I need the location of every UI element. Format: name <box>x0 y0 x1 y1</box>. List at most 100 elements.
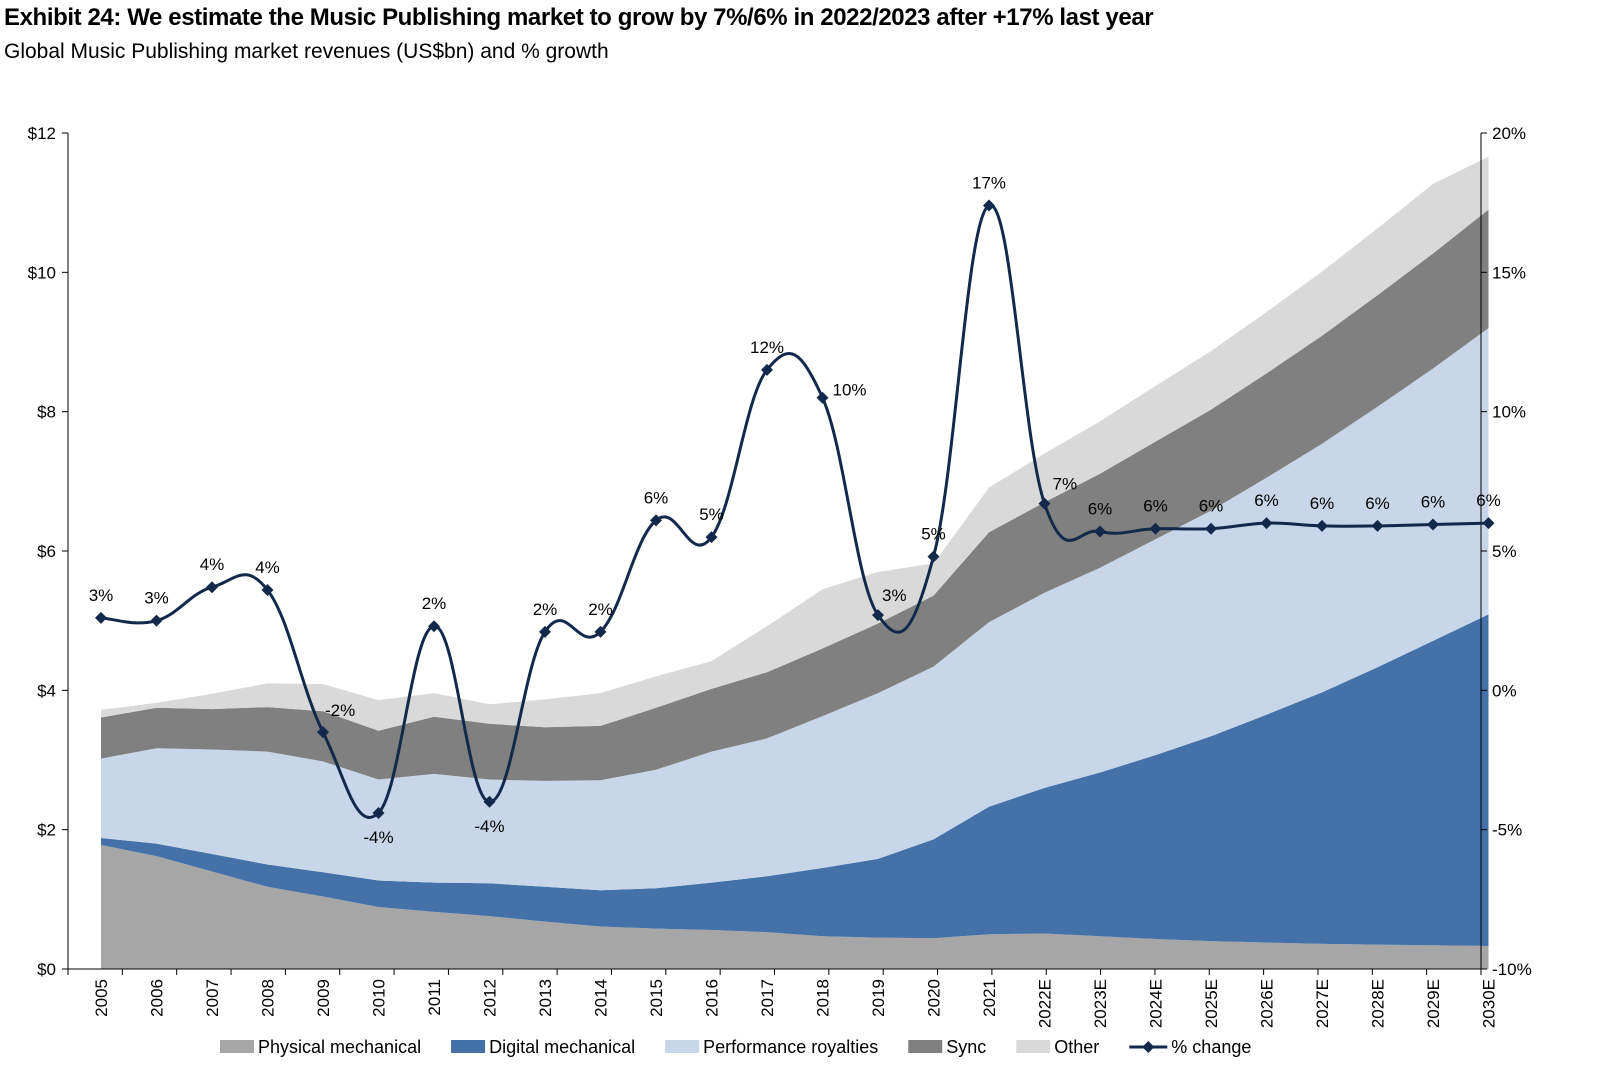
percent-change-data-label: 6% <box>1254 491 1279 510</box>
percent-change-point <box>927 550 940 563</box>
area-physical-mechanical <box>101 845 1489 969</box>
left-axis-tick-label: $12 <box>28 124 56 143</box>
percent-change-point <box>483 795 496 808</box>
x-axis-tick-label: 2009 <box>314 979 333 1017</box>
percent-change-data-label: 6% <box>1088 499 1113 518</box>
percent-change-point <box>650 514 662 527</box>
percent-change-point <box>1371 519 1384 532</box>
x-axis-tick-label: 2016 <box>703 979 722 1017</box>
x-axis-tick-label: 2025E <box>1202 979 1221 1028</box>
percent-change-point <box>95 611 107 624</box>
x-axis-tick-label: 2029E <box>1424 979 1443 1028</box>
percent-change-data-label: 6% <box>1310 494 1335 513</box>
percent-change-data-label: 4% <box>200 555 225 574</box>
x-axis-tick-label: 2023E <box>1091 979 1110 1028</box>
right-axis-tick-label: 15% <box>1492 263 1526 282</box>
legend-swatch-performance-royalties <box>665 1040 700 1053</box>
legend-swatch-sync <box>908 1040 943 1053</box>
percent-change-point <box>372 806 385 819</box>
percent-change-point <box>705 531 718 544</box>
x-axis-tick-label: 2012 <box>481 979 500 1017</box>
right-axis-tick-label: 10% <box>1492 403 1526 422</box>
right-axis-tick-label: -10% <box>1492 960 1532 979</box>
x-axis-tick-label: 2018 <box>814 979 833 1017</box>
left-axis-tick-label: $0 <box>37 960 56 979</box>
left-axis-tick-label: $2 <box>37 821 56 840</box>
x-axis-tick-label: 2028E <box>1369 979 1388 1028</box>
legend-label-physical-mechanical: Physical mechanical <box>258 1037 421 1057</box>
left-axis-tick-label: $6 <box>37 542 56 561</box>
percent-change-point <box>1205 522 1217 535</box>
percent-change-data-label: 17% <box>972 173 1006 192</box>
x-axis-tick-label: 2014 <box>592 979 611 1017</box>
x-axis-tick-label: 2017 <box>758 979 777 1017</box>
legend-marker-percent-change <box>1142 1041 1155 1053</box>
stacked-areas <box>101 156 1489 969</box>
percent-change-point <box>317 726 329 739</box>
percent-change-data-label: 12% <box>750 338 784 357</box>
percent-change-data-label: 6% <box>1421 493 1446 512</box>
percent-change-point <box>1482 517 1495 530</box>
legend-swatch-digital-mechanical <box>451 1040 486 1053</box>
right-axis-tick-label: 20% <box>1492 124 1526 143</box>
percent-change-data-label: 2% <box>422 594 447 613</box>
area-sync <box>101 209 1489 781</box>
percent-change-point <box>816 391 829 404</box>
percent-change-data-label: 3% <box>89 586 114 605</box>
percent-change-point <box>594 625 607 638</box>
right-axis-tick-label: 0% <box>1492 681 1517 700</box>
percent-change-data-label: 2% <box>588 600 613 619</box>
legend-swatch-other <box>1016 1040 1051 1053</box>
x-axis-tick-label: 2010 <box>370 979 389 1017</box>
percent-change-point <box>539 625 551 638</box>
legend-label-digital-mechanical: Digital mechanical <box>489 1037 635 1057</box>
percent-change-data-label: -2% <box>325 701 355 720</box>
percent-change-data-label: 4% <box>255 558 280 577</box>
legend-label-sync: Sync <box>946 1037 986 1057</box>
chart-title: Exhibit 24: We estimate the Music Publis… <box>4 4 1154 31</box>
axes: $0 $2 $4 $6 $8 $10 $12 -10% -5% 0% 5% 10% 15% 20% 2005… <box>28 124 1532 1028</box>
legend-swatch-physical-mechanical <box>220 1040 254 1053</box>
percent-change-data-label: 6% <box>1365 494 1390 513</box>
x-axis-tick-label: 2020 <box>925 979 944 1017</box>
percent-change-data-label: 6% <box>644 488 669 507</box>
x-axis-tick-label: 2030E <box>1480 979 1499 1028</box>
percent-change-data-label: 5% <box>921 525 946 544</box>
legend-label-performance-royalties: Performance royalties <box>703 1037 878 1057</box>
percent-change-data-label: 5% <box>699 505 724 524</box>
right-axis-tick-label: -5% <box>1492 821 1522 840</box>
percent-change-point <box>261 584 274 597</box>
percent-change-point <box>206 581 218 594</box>
chart-subtitle: Global Music Publishing market revenues … <box>4 40 609 63</box>
x-axis-tick-label: 2024E <box>1147 979 1166 1028</box>
percent-change-data-label: 6% <box>1476 491 1501 510</box>
x-axis-tick-label: 2015 <box>647 979 666 1017</box>
percent-change-point <box>1427 518 1439 531</box>
legend: Physical mechanical Digital mechanical Per… <box>220 1037 1251 1057</box>
percent-change-data-label: -4% <box>474 817 504 836</box>
percent-change-point <box>872 609 884 622</box>
x-axis-tick-label: 2008 <box>259 979 278 1017</box>
legend-label-other: Other <box>1054 1037 1099 1057</box>
percent-change-data-label: 2% <box>533 600 558 619</box>
x-axis-tick-label: 2022E <box>1036 979 1055 1028</box>
legend-label-percent-change: % change <box>1171 1037 1251 1057</box>
percent-change-point <box>1038 497 1051 510</box>
percent-change-point <box>1094 525 1106 538</box>
left-axis-tick-label: $10 <box>28 263 56 282</box>
x-axis-tick-label: 2013 <box>536 979 555 1017</box>
left-axis-tick-label: $8 <box>37 403 56 422</box>
percent-change-point <box>761 363 773 376</box>
x-axis-tick-label: 2007 <box>203 979 222 1017</box>
x-axis-tick-label: 2027E <box>1313 979 1332 1028</box>
percent-change-point <box>1316 519 1328 532</box>
percent-change-point <box>428 620 440 633</box>
percent-change-data-label: 7% <box>1053 475 1078 494</box>
area-performance-royalties <box>101 328 1489 891</box>
left-axis-tick-label: $4 <box>37 681 56 700</box>
x-axis-tick-label: 2005 <box>92 979 111 1017</box>
percent-change-line: 3% 3% 4% 4% -2% -4% 2% -4% 2% 2% 6% 5% 12% 10% 3% 5% 17%… <box>89 173 1501 846</box>
percent-change-point <box>983 199 995 212</box>
right-axis-tick-label: 5% <box>1492 542 1517 561</box>
